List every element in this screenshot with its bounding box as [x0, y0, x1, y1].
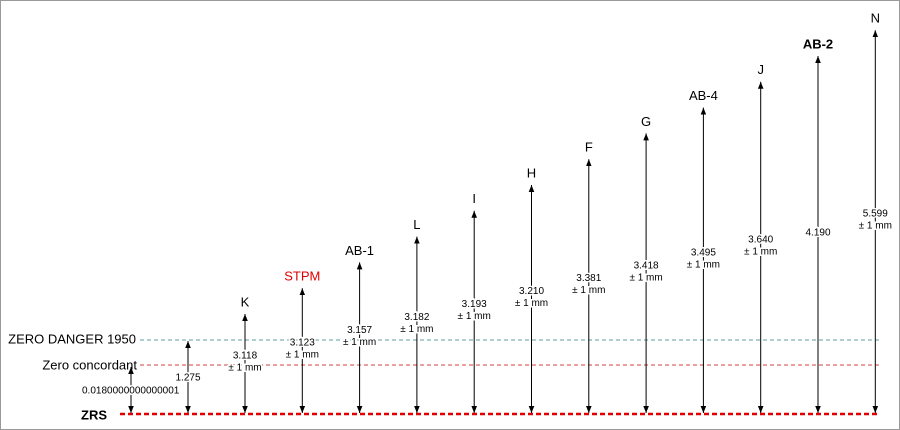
- node-value: 3.123: [290, 338, 315, 349]
- node-label: H: [527, 165, 536, 180]
- level-label: ZERO DANGER 1950: [8, 331, 136, 346]
- node-value: 3.418: [634, 260, 659, 271]
- node-tolerance: ± 1 mm: [572, 285, 605, 296]
- node-tolerance: ± 1 mm: [458, 311, 491, 322]
- node-label: G: [641, 114, 651, 129]
- node-value: 3.157: [347, 325, 372, 336]
- node-label: AB-1: [345, 243, 374, 258]
- node-label: L: [413, 217, 420, 232]
- node-tolerance: ± 1 mm: [400, 324, 433, 335]
- node-label: STPM: [284, 269, 320, 284]
- node-label: AB-4: [689, 88, 718, 103]
- node-value: 3.640: [748, 235, 773, 246]
- level-label: ZRS: [81, 407, 107, 422]
- node-tolerance: ± 1 mm: [228, 363, 261, 374]
- level-label: Zero concordant: [42, 357, 137, 372]
- node-tolerance: ± 1 mm: [629, 272, 662, 283]
- node-tolerance: ± 1 mm: [343, 337, 376, 348]
- offset-value: 1.275: [175, 373, 200, 384]
- node-tolerance: ± 1 mm: [744, 247, 777, 258]
- node-value: 3.495: [691, 247, 716, 258]
- node-value: 3.381: [576, 273, 601, 284]
- node-tolerance: ± 1 mm: [687, 259, 720, 270]
- node-tolerance: ± 1 mm: [286, 350, 319, 361]
- node-value: 5.599: [863, 209, 888, 220]
- node-label: K: [241, 294, 250, 309]
- node-label: J: [757, 62, 764, 77]
- node-tolerance: ± 1 mm: [859, 221, 892, 232]
- node-label: I: [472, 191, 476, 206]
- node-value: 3.118: [233, 351, 258, 362]
- node-label: AB-2: [803, 36, 833, 51]
- offset-value: 0.0180000000000001: [82, 386, 180, 397]
- node-label: F: [585, 140, 593, 155]
- node-tolerance: ± 1 mm: [515, 298, 548, 309]
- node-value: 3.182: [404, 312, 429, 323]
- node-value: 4.190: [805, 228, 830, 239]
- node-value: 3.193: [462, 299, 487, 310]
- node-value: 3.210: [519, 286, 544, 297]
- node-label: N: [871, 11, 880, 26]
